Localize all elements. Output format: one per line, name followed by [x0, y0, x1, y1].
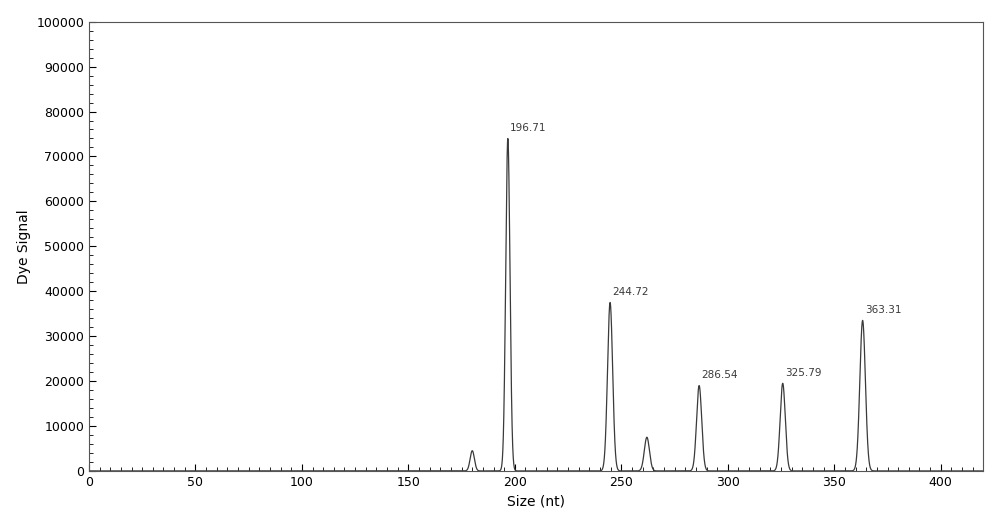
- Text: 196.71: 196.71: [510, 123, 546, 133]
- Text: 286.54: 286.54: [701, 370, 738, 380]
- Text: 325.79: 325.79: [785, 368, 821, 378]
- Y-axis label: Dye Signal: Dye Signal: [17, 209, 31, 284]
- Text: 244.72: 244.72: [612, 287, 649, 297]
- X-axis label: Size (nt): Size (nt): [507, 495, 565, 508]
- Text: 363.31: 363.31: [865, 305, 901, 315]
